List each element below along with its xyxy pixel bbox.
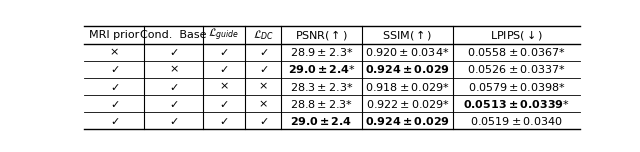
Text: $\checkmark$: $\checkmark$ xyxy=(259,116,268,126)
Text: $\mathbf{29.0 \pm 2.4}$*: $\mathbf{29.0 \pm 2.4}$* xyxy=(287,63,355,75)
Text: $\checkmark$: $\checkmark$ xyxy=(220,47,228,57)
Text: $\checkmark$: $\checkmark$ xyxy=(109,116,119,126)
Text: $\checkmark$: $\checkmark$ xyxy=(169,47,179,57)
Text: $0.920 \pm 0.034$*: $0.920 \pm 0.034$* xyxy=(365,46,450,58)
Text: $0.922 \pm 0.029$*: $0.922 \pm 0.029$* xyxy=(365,98,450,110)
Text: $\checkmark$: $\checkmark$ xyxy=(169,81,179,92)
Text: $\checkmark$: $\checkmark$ xyxy=(109,81,119,92)
Text: $\mathbf{0.0513 \pm 0.0339}$*: $\mathbf{0.0513 \pm 0.0339}$* xyxy=(463,98,570,110)
Text: $\mathbf{29.0 \pm 2.4}$: $\mathbf{29.0 \pm 2.4}$ xyxy=(291,115,353,127)
Text: Cond.  Base: Cond. Base xyxy=(141,30,207,40)
Text: $\checkmark$: $\checkmark$ xyxy=(169,99,179,109)
Text: $\checkmark$: $\checkmark$ xyxy=(109,99,119,109)
Text: $28.3 \pm 2.3$*: $28.3 \pm 2.3$* xyxy=(290,81,353,93)
Text: LPIPS($\downarrow$): LPIPS($\downarrow$) xyxy=(490,28,543,42)
Text: $\checkmark$: $\checkmark$ xyxy=(259,47,268,57)
Text: $\checkmark$: $\checkmark$ xyxy=(220,116,228,126)
Text: $28.9 \pm 2.3$*: $28.9 \pm 2.3$* xyxy=(290,46,353,58)
Text: $\checkmark$: $\checkmark$ xyxy=(109,64,119,74)
Text: $0.0579 \pm 0.0398$*: $0.0579 \pm 0.0398$* xyxy=(468,81,566,93)
Text: $0.918 \pm 0.029$*: $0.918 \pm 0.029$* xyxy=(365,81,450,93)
Text: $0.0519 \pm 0.0340$: $0.0519 \pm 0.0340$ xyxy=(470,115,563,127)
Text: $\checkmark$: $\checkmark$ xyxy=(220,99,228,109)
Text: $28.8 \pm 2.3$*: $28.8 \pm 2.3$* xyxy=(290,98,353,110)
Text: $\mathcal{L}_{guide}$: $\mathcal{L}_{guide}$ xyxy=(209,27,240,43)
Text: SSIM($\uparrow$): SSIM($\uparrow$) xyxy=(382,28,433,42)
Text: $0.0558 \pm 0.0367$*: $0.0558 \pm 0.0367$* xyxy=(467,46,566,58)
Text: $0.0526 \pm 0.0337$*: $0.0526 \pm 0.0337$* xyxy=(467,63,566,75)
Text: $\mathbf{0.924 \pm 0.029}$: $\mathbf{0.924 \pm 0.029}$ xyxy=(365,115,450,127)
Text: PSNR($\uparrow$): PSNR($\uparrow$) xyxy=(295,28,348,42)
Text: $\times$: $\times$ xyxy=(169,64,179,74)
Text: $\times$: $\times$ xyxy=(259,98,268,109)
Text: $\times$: $\times$ xyxy=(219,81,229,92)
Text: $\checkmark$: $\checkmark$ xyxy=(169,116,179,126)
Text: $\checkmark$: $\checkmark$ xyxy=(220,64,228,74)
Text: $\times$: $\times$ xyxy=(109,47,119,57)
Text: MRI prior: MRI prior xyxy=(89,30,140,40)
Text: $\checkmark$: $\checkmark$ xyxy=(259,64,268,74)
Text: $\times$: $\times$ xyxy=(259,81,268,92)
Text: $\mathcal{L}_{DC}$: $\mathcal{L}_{DC}$ xyxy=(253,28,274,42)
Text: $\mathbf{0.924 \pm 0.029}$: $\mathbf{0.924 \pm 0.029}$ xyxy=(365,63,450,75)
